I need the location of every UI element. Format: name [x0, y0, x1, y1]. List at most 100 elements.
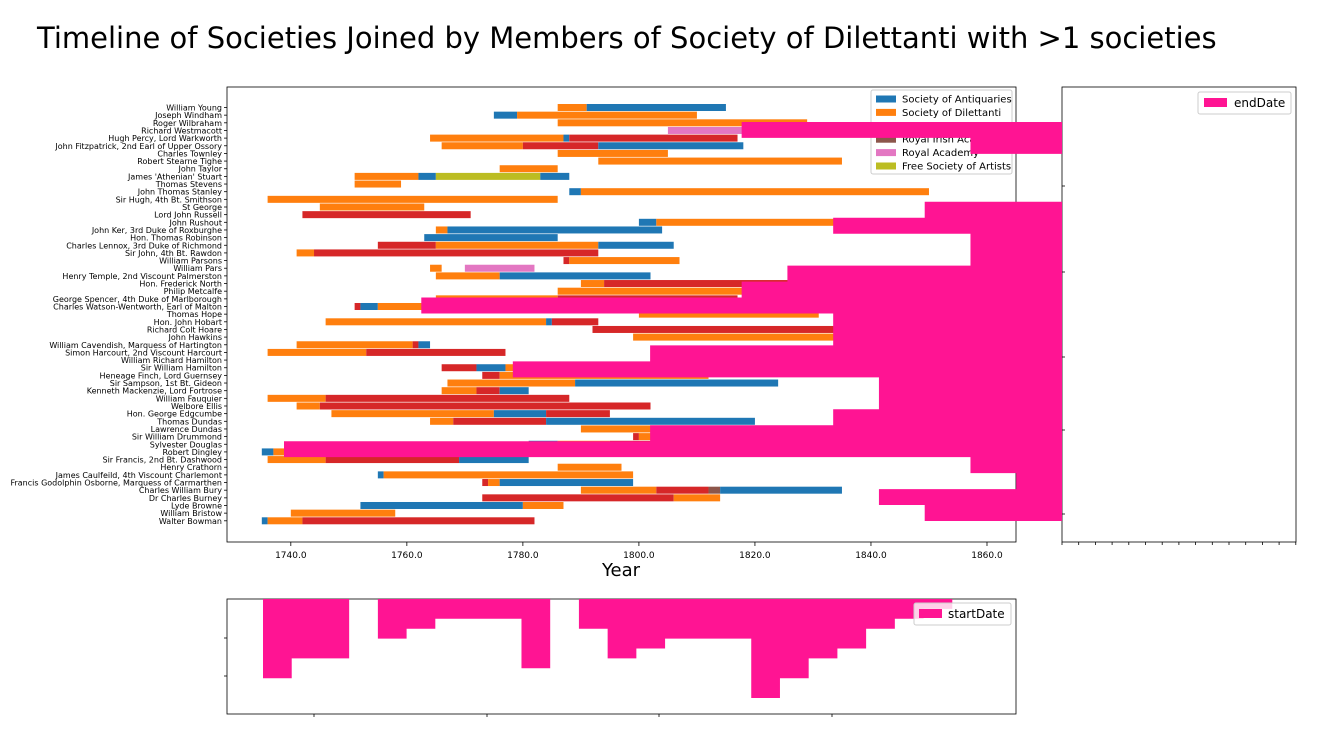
- member-label: Sir Hugh, 4th Bt. Smithson: [116, 195, 222, 204]
- timeline-bar: [325, 318, 547, 326]
- member-label: Walter Bowman: [159, 517, 222, 526]
- timeline-bar: [557, 119, 808, 127]
- timeline-bar: [441, 364, 477, 372]
- member-label: John Fitzpatrick, 2nd Earl of Upper Osso…: [54, 142, 222, 151]
- x-axis-ticks: 1740.0 1760.0 1780.0 1800.0 1820.0 1840.0 1860…: [275, 542, 1003, 561]
- timeline-bar: [482, 494, 674, 502]
- member-label: St George: [182, 203, 222, 212]
- startdate-bin: [780, 599, 809, 678]
- timeline-bar: [592, 325, 860, 333]
- member-label: William Cavendish, Marquess of Hartingto…: [49, 341, 222, 350]
- timeline-bar: [459, 456, 529, 464]
- startdate-bin: [723, 599, 752, 639]
- chart-title: Timeline of Societies Joined by Members …: [36, 21, 1217, 55]
- x-tick-label: 1800.0: [623, 551, 655, 561]
- member-label: John Rushout: [168, 218, 222, 227]
- timeline-bar: [563, 257, 570, 265]
- legend-entry: Society of Dilettanti: [902, 108, 1001, 119]
- enddate-bars: [284, 106, 1297, 545]
- timeline-bar: [517, 111, 697, 119]
- timeline-bar: [377, 241, 436, 249]
- member-label: Thomas Stevens: [155, 180, 222, 189]
- member-label: Thomas Dundas: [156, 417, 222, 426]
- timeline-bar: [325, 394, 570, 402]
- timeline-bar: [482, 479, 489, 487]
- startdate-histogram: startDate: [224, 598, 1017, 717]
- startdate-bin: [292, 599, 321, 658]
- member-label: Charles Townley: [157, 149, 222, 158]
- timeline-bar: [522, 142, 599, 150]
- startdate-bin: [636, 599, 665, 649]
- startdate-bin: [809, 599, 838, 658]
- timeline-bar: [569, 257, 680, 265]
- member-label: William Young: [166, 104, 222, 113]
- enddate-hist-area: [284, 106, 1062, 521]
- startdate-hist-area: [263, 599, 981, 698]
- member-label: Richard Westmacott: [141, 126, 222, 135]
- startdate-legend-label: startDate: [948, 607, 1005, 621]
- enddate-histogram: endDate: [284, 86, 1297, 545]
- startdate-bin: [694, 599, 723, 639]
- timeline-bar: [476, 387, 500, 395]
- member-label: Lyde Browne: [171, 501, 222, 510]
- member-label: Philip Metcalfe: [164, 287, 222, 296]
- startdate-bin: [866, 599, 895, 629]
- x-tick-label: 1780.0: [507, 551, 539, 561]
- timeline-bar: [267, 394, 326, 402]
- member-label: Simon Harcourt, 2nd Viscount Harcourt: [65, 348, 222, 357]
- timeline-bar: [476, 364, 506, 372]
- member-label: Hugh Percy, Lord Warkworth: [108, 134, 222, 143]
- member-label: Henry Temple, 2nd Viscount Palmerston: [62, 272, 222, 281]
- member-label: Sir Sampson, 1st Bt. Gideon: [110, 379, 222, 388]
- timeline-bar: [354, 302, 361, 310]
- member-label: Hon. George Edgcumbe: [127, 410, 222, 419]
- member-label: Hon. Thomas Robinson: [130, 234, 222, 243]
- startdate-bin: [320, 599, 349, 658]
- timeline-bar: [546, 410, 610, 418]
- x-tick-label: 1740.0: [275, 551, 307, 561]
- member-label: Robert Dingley: [163, 448, 223, 457]
- timeline-bar: [656, 486, 709, 494]
- startdate-bin: [579, 599, 608, 629]
- startdate-bin: [665, 599, 694, 639]
- member-label: Sir William Hamilton: [141, 364, 222, 373]
- legend-swatch: [876, 108, 896, 116]
- timeline-bar: [656, 218, 982, 226]
- member-label: William Fauquier: [156, 394, 223, 403]
- enddate-legend-box: [1197, 91, 1292, 115]
- timeline-bar: [435, 241, 599, 249]
- startdate-legend: startDate: [913, 602, 1012, 626]
- timeline-bar: [546, 318, 552, 326]
- enddate-frame: [1061, 86, 1297, 543]
- timeline-bar: [453, 417, 547, 425]
- timeline-bar: [267, 348, 367, 356]
- timeline-bar: [418, 341, 431, 349]
- timeline-bar: [302, 211, 471, 219]
- startdate-bin: [435, 599, 464, 619]
- timeline-bar: [708, 486, 721, 494]
- timeline-bar: [499, 165, 558, 173]
- timeline-bar: [598, 157, 842, 165]
- member-label: John Hawkins: [168, 333, 223, 342]
- member-label: Welbore Ellis: [171, 402, 222, 411]
- x-tick-label: 1820.0: [739, 551, 771, 561]
- timeline-bar: [377, 471, 384, 479]
- timeline-bar: [435, 272, 500, 280]
- timeline-bar: [499, 387, 529, 395]
- timeline-bar: [499, 479, 634, 487]
- timeline-bar: [296, 341, 413, 349]
- timeline-bar: [546, 417, 755, 425]
- timeline-bar: [319, 203, 425, 211]
- startdate-legend-swatch: [919, 609, 942, 618]
- member-label: Thomas Hope: [166, 310, 222, 319]
- member-label: Richard Colt Hoare: [147, 325, 222, 334]
- timeline-bar: [430, 134, 564, 142]
- timeline-bar: [563, 134, 570, 142]
- timeline-bar: [430, 264, 442, 272]
- timeline-bar: [435, 172, 541, 180]
- enddate-legend-label: endDate: [1234, 96, 1285, 110]
- timeline-bar: [569, 188, 581, 196]
- timeline-bar: [557, 463, 622, 471]
- timeline-bar: [586, 104, 726, 111]
